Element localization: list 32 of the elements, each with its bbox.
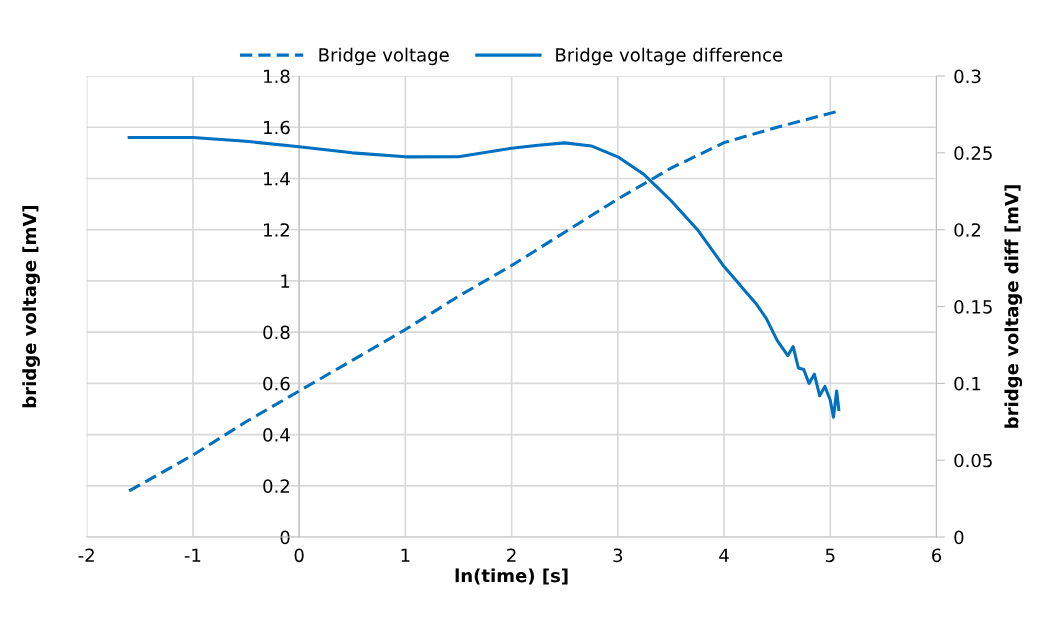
y-tick-label: 1.2 xyxy=(264,223,289,237)
x-tick-label: -1 xyxy=(184,548,201,562)
y2-tick-label: 0.05 xyxy=(954,453,992,468)
y-tick-label: 1 xyxy=(281,274,290,288)
y-tick-label: 0.6 xyxy=(263,376,290,391)
y2-tick-label: 0 xyxy=(954,530,964,545)
x-tick-label: 0 xyxy=(294,548,304,563)
x-tick-label: 1 xyxy=(401,548,410,562)
x-tick-label: 4 xyxy=(719,548,729,562)
x-tick-label: 6 xyxy=(932,548,942,563)
y-tick-label: 1.6 xyxy=(264,120,290,135)
y-axis-title: bridge voltage [mV] xyxy=(22,205,40,408)
y-tick-label: 1.8 xyxy=(264,69,290,84)
legend-label: Bridge voltage xyxy=(319,47,449,66)
y-tick-label: 0.2 xyxy=(263,479,289,493)
x-tick-label: -2 xyxy=(78,548,94,562)
y-tick-label: 0.4 xyxy=(263,428,290,442)
y2-tick-label: 0.1 xyxy=(954,376,981,391)
x-tick-label: 3 xyxy=(613,548,623,563)
y2-tick-label: 0.3 xyxy=(954,69,981,84)
y-tick-label: 0 xyxy=(280,530,290,545)
x-tick-label: 5 xyxy=(825,548,835,563)
y-tick-label: 1.4 xyxy=(264,172,290,186)
line-series xyxy=(127,110,838,493)
y2-axis-title: bridge voltage diff [mV] xyxy=(1004,185,1023,428)
legend-label: Bridge voltage difference xyxy=(556,47,783,66)
y2-tick-label: 0.15 xyxy=(954,299,992,314)
y-tick-label: 0.8 xyxy=(263,325,290,340)
y2-tick-label: 0.2 xyxy=(954,223,981,237)
y2-tick-label: 0.25 xyxy=(954,146,992,160)
x-axis-title: ln(time) [s] xyxy=(455,568,568,585)
x-tick-label: 2 xyxy=(507,548,516,562)
